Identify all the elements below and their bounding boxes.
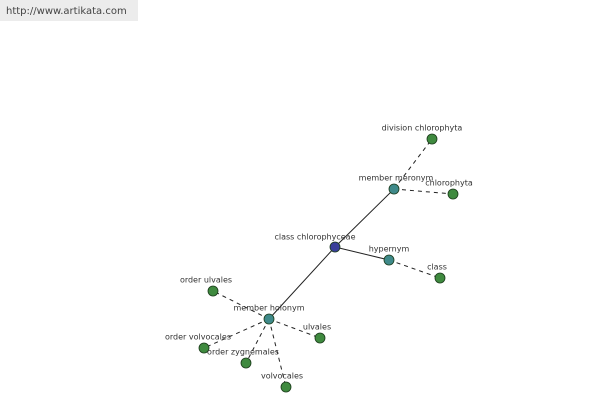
edges	[203, 138, 454, 388]
node	[383, 254, 395, 266]
node	[263, 313, 275, 325]
edge	[334, 188, 395, 248]
edge	[203, 318, 270, 349]
node	[240, 357, 252, 369]
node-label: class chlorophyceae	[274, 233, 355, 242]
node	[207, 285, 219, 297]
node-label: member holonym	[233, 304, 304, 313]
node-label: order ulvales	[180, 276, 232, 285]
node	[426, 133, 438, 145]
node-label: member meronym	[359, 174, 434, 183]
node	[447, 188, 459, 200]
node-label: order volvocales	[165, 333, 231, 342]
node	[280, 381, 292, 393]
node-label: order zygnemales	[207, 348, 279, 357]
edge	[388, 259, 441, 279]
edge	[268, 246, 336, 320]
site-url[interactable]: http://www.artikata.com	[6, 6, 127, 17]
node-label: division chlorophyta	[382, 124, 463, 133]
edge	[212, 290, 270, 320]
edge	[334, 246, 390, 261]
node-label: chlorophyta	[425, 179, 473, 188]
node-label: volvocales	[261, 372, 303, 381]
edge	[268, 318, 287, 388]
node	[434, 272, 446, 284]
node	[329, 241, 341, 253]
node	[314, 332, 326, 344]
nodes: class chlorophyceae member meronym divisio…	[165, 124, 473, 393]
url-banner	[0, 0, 138, 21]
node-label: class	[427, 263, 447, 272]
node	[388, 183, 400, 195]
node-label: ulvales	[303, 323, 331, 332]
node-label: hypernym	[369, 245, 410, 254]
node	[198, 342, 210, 354]
edge	[245, 318, 270, 364]
edge	[393, 188, 454, 195]
edge	[393, 138, 433, 190]
edge	[268, 318, 321, 339]
